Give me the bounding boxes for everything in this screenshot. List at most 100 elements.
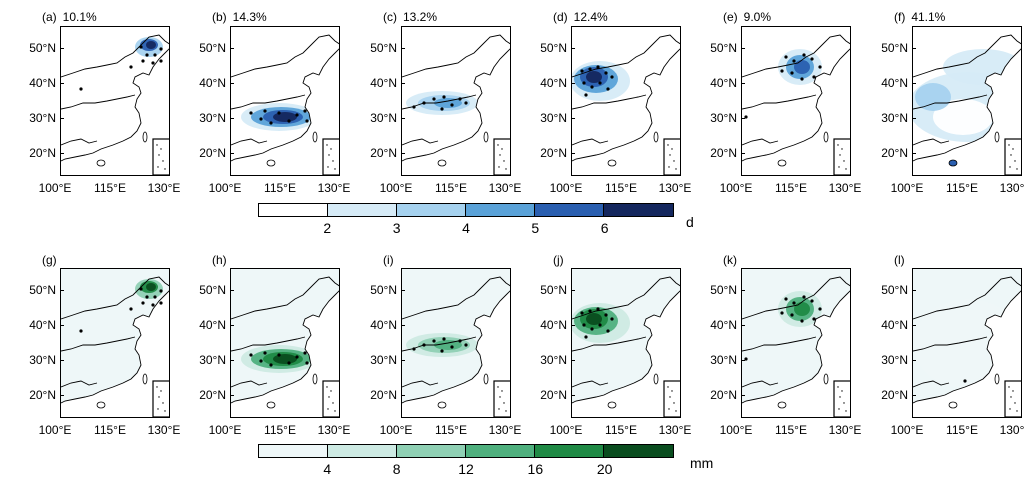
significance-dot	[432, 339, 436, 343]
map-frame	[571, 26, 681, 176]
inset-island	[157, 408, 159, 410]
latitude-tick	[401, 360, 405, 361]
longitude-label: 100°E	[38, 423, 72, 437]
inset-island	[667, 386, 669, 388]
map-frame	[912, 268, 1022, 418]
panel-label: (h)	[212, 253, 227, 267]
inset-island	[497, 144, 499, 146]
latitude-tick	[912, 325, 916, 326]
latitude-label: 30°N	[710, 111, 737, 125]
latitude-tick	[60, 118, 64, 119]
significance-dot	[458, 97, 462, 101]
latitude-tick	[401, 325, 405, 326]
significance-dot	[584, 335, 588, 339]
anomaly-contour	[586, 71, 602, 83]
taiwan-island	[483, 131, 489, 143]
latitude-tick	[571, 395, 575, 396]
colorbar-label: 6	[600, 220, 609, 236]
land-fill	[742, 269, 850, 417]
panel-label: (a)	[42, 10, 57, 24]
longitude-label: 100°E	[379, 181, 413, 195]
map-canvas	[913, 269, 1021, 417]
hainan-island	[437, 401, 447, 409]
hainan-island	[777, 401, 787, 409]
significance-dot	[277, 111, 281, 115]
latitude-label: 40°N	[710, 76, 737, 90]
significance-dot	[269, 121, 273, 125]
latitude-tick	[571, 290, 575, 291]
latitude-tick	[230, 83, 234, 84]
latitude-label: 40°N	[29, 318, 56, 332]
inset-island	[158, 396, 160, 398]
significance-dot	[818, 307, 822, 311]
panel-percent: 9.0%	[743, 10, 772, 24]
significance-dot	[159, 289, 163, 293]
significance-dot	[440, 349, 444, 353]
longitude-label: 130°E	[658, 423, 692, 437]
latitude-label: 50°N	[540, 41, 567, 55]
significance-dot	[145, 295, 149, 299]
inset-island	[498, 166, 500, 168]
latitude-tick	[230, 325, 234, 326]
longitude-label: 115°E	[775, 181, 807, 195]
inset-island	[1010, 396, 1012, 398]
map-canvas	[742, 269, 850, 417]
taiwan-island	[653, 131, 659, 143]
latitude-label: 30°N	[540, 111, 567, 125]
latitude-label: 30°N	[199, 353, 226, 367]
significance-dot	[790, 313, 794, 317]
significance-dot	[744, 357, 748, 361]
inset-island	[845, 168, 847, 170]
hainan-island	[948, 401, 958, 409]
longitude-label: 130°E	[828, 181, 862, 195]
longitude-label: 100°E	[890, 181, 924, 195]
south-china-sea-inset	[833, 138, 850, 175]
panel-label: (l)	[894, 253, 905, 267]
significance-dot	[303, 109, 307, 113]
map-frame	[230, 268, 340, 418]
inset-island	[839, 154, 841, 156]
inset-island	[673, 160, 675, 162]
significance-dot	[259, 359, 263, 363]
longitude-label: 115°E	[264, 423, 296, 437]
significance-dot	[802, 295, 806, 299]
significance-dot	[800, 77, 804, 81]
national-border	[572, 276, 680, 320]
national-border	[61, 276, 169, 320]
significance-dot	[596, 307, 600, 311]
significance-dot	[780, 69, 784, 73]
latitude-tick	[741, 118, 745, 119]
longitude-label: 130°E	[317, 423, 351, 437]
latitude-label: 40°N	[710, 318, 737, 332]
colorbar-label: 8	[392, 461, 401, 477]
latitude-label: 40°N	[199, 76, 226, 90]
longitude-label: 100°E	[208, 423, 242, 437]
yangtze-river	[913, 336, 988, 352]
panel-percent: 12.4%	[573, 10, 608, 24]
national-border	[402, 34, 510, 78]
national-border	[572, 34, 680, 78]
hainan-island	[266, 401, 276, 409]
longitude-label: 100°E	[719, 423, 753, 437]
panel-label: (i)	[383, 253, 394, 267]
map-frame	[60, 26, 170, 176]
significance-dot	[442, 95, 446, 99]
anomaly-contour	[146, 283, 156, 291]
inset-island	[327, 408, 329, 410]
inset-island	[497, 386, 499, 388]
latitude-label: 40°N	[370, 318, 397, 332]
panel-title: (g)	[42, 253, 63, 267]
national-border	[742, 34, 850, 78]
hainan-island	[96, 159, 106, 167]
significance-dot	[295, 113, 299, 117]
latitude-label: 30°N	[710, 353, 737, 367]
latitude-tick	[741, 83, 745, 84]
colorbar-segment	[466, 204, 535, 216]
significance-dot	[129, 307, 133, 311]
latitude-label: 20°N	[29, 388, 56, 402]
map-canvas	[572, 27, 680, 175]
inset-island	[334, 168, 336, 170]
panel-label: (b)	[212, 10, 227, 24]
panel-label: (c)	[383, 10, 397, 24]
yangtze-river	[742, 336, 817, 352]
